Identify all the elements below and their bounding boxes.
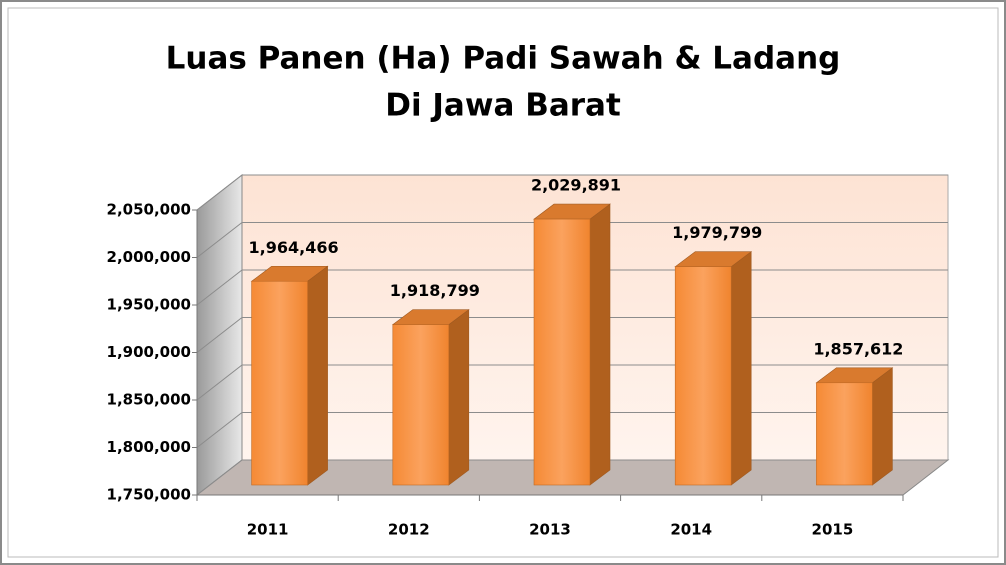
grid-line [196,174,948,211]
value-label: 2,029,891 [531,176,621,195]
bar-side [307,265,328,486]
bar-side [730,251,752,486]
y-tick-label: 2,000,000 [107,248,191,266]
y-tick-label: 1,750,000 [107,486,191,504]
y-tick-label: 1,900,000 [107,343,191,361]
y-tick-label: 1,950,000 [107,296,191,314]
bar-side [589,203,611,486]
value-label: 1,979,799 [672,223,762,242]
chart-title: Luas Panen (Ha) Padi Sawah & Ladang [166,41,841,77]
chart-title: Di Jawa Barat [385,88,621,124]
value-label: 1,857,612 [813,339,903,358]
x-tick-label: 2013 [529,521,571,539]
grid-line [196,222,948,258]
x-tick-label: 2015 [812,521,854,539]
x-tick-label: 2011 [247,521,289,539]
y-tick-label: 1,800,000 [107,438,191,456]
bar [674,266,732,486]
value-label: 1,964,466 [249,238,339,257]
bar-side [448,309,470,486]
bar [816,382,873,486]
bar [392,324,450,486]
bar [533,218,591,486]
value-label: 1,918,799 [390,281,480,300]
y-tick-label: 2,050,000 [107,201,191,219]
x-tick-label: 2014 [670,521,712,539]
y-tick-label: 1,850,000 [107,391,191,409]
inner-frame [7,7,999,558]
bar-side [872,367,893,486]
x-tick-label: 2012 [388,521,430,539]
bar [251,280,308,486]
